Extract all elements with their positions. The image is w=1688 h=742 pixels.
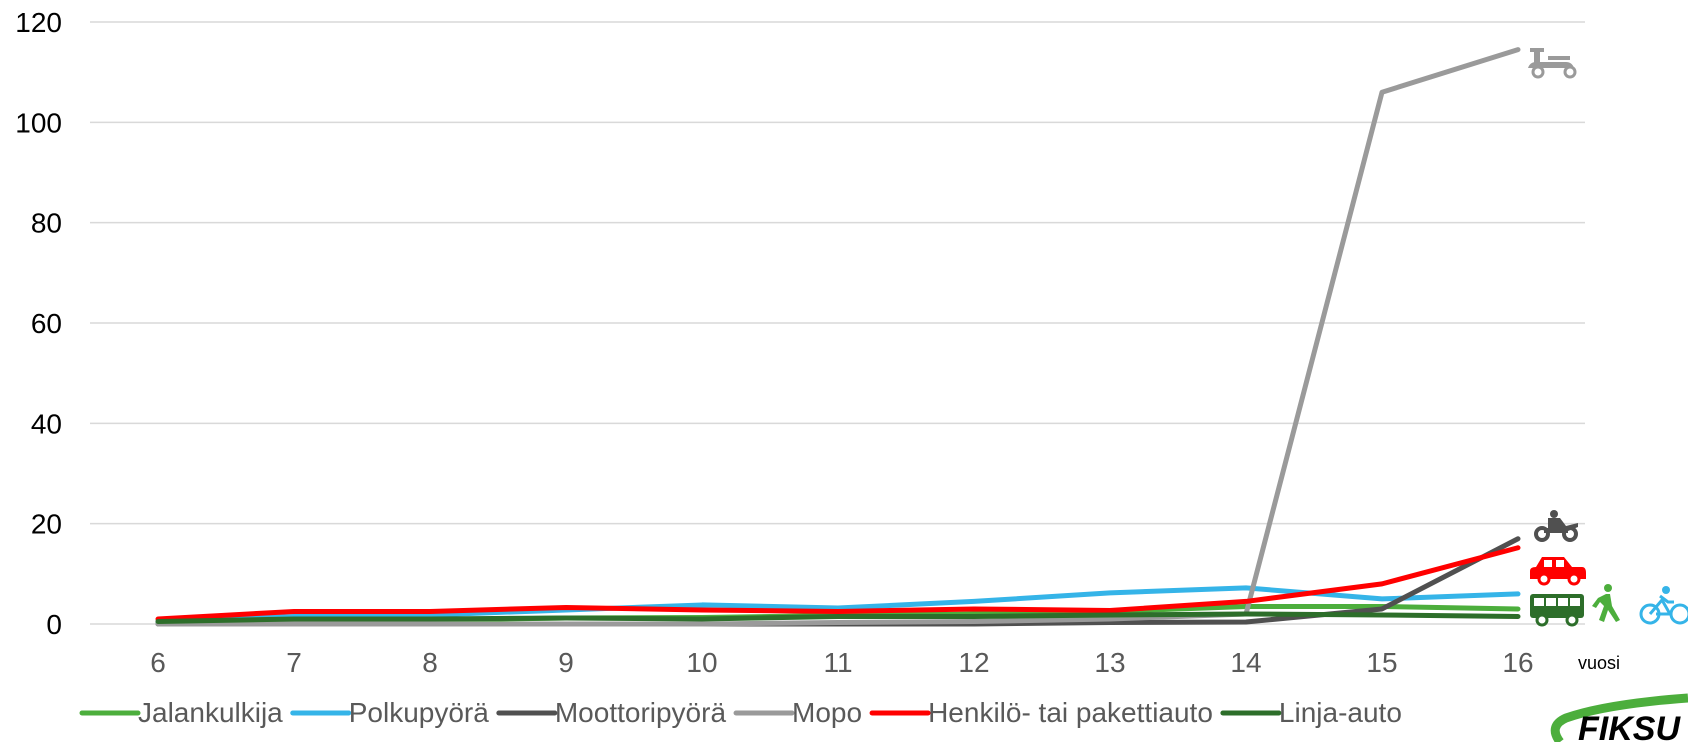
x-tick-label: 13	[1094, 647, 1125, 678]
bus-icon	[1530, 594, 1584, 627]
moped-icon	[1528, 48, 1577, 79]
series-lines	[155, 47, 1521, 627]
legend-label: Linja-auto	[1279, 697, 1402, 728]
y-tick-label: 40	[31, 408, 62, 439]
series-line-henkil-tai-pakettiauto	[155, 545, 1521, 622]
legend-label: Moottoripyörä	[555, 697, 727, 728]
legend-item: Mopo	[733, 697, 862, 728]
bicycle-icon	[1639, 586, 1688, 625]
x-tick-label: 7	[286, 647, 302, 678]
y-tick-label: 0	[46, 609, 62, 640]
motorcycle-icon	[1534, 510, 1578, 542]
legend-item: Henkilö- tai pakettiauto	[869, 697, 1213, 728]
legend-label: Henkilö- tai pakettiauto	[928, 697, 1213, 728]
legend-item: Jalankulkija	[79, 697, 283, 728]
series-line-mopo	[155, 47, 1521, 627]
x-axis-ticks: 6 7 8 9 10 11 12 13 14 15 16	[150, 647, 1533, 678]
legend-item: Linja-auto	[1220, 697, 1402, 728]
x-tick-label: 6	[150, 647, 166, 678]
legend-item: Polkupyörä	[290, 697, 490, 728]
legend-label: Polkupyörä	[349, 697, 490, 728]
x-tick-label: 10	[686, 647, 717, 678]
x-tick-label: 12	[958, 647, 989, 678]
car-icon	[1530, 557, 1586, 586]
x-tick-label: 11	[823, 647, 852, 678]
legend-item: Moottoripyörä	[496, 697, 727, 728]
legend-label: Mopo	[792, 697, 862, 728]
legend-label: Jalankulkija	[138, 697, 283, 728]
y-tick-label: 120	[15, 7, 62, 38]
y-tick-label: 80	[31, 208, 62, 239]
x-tick-label: 15	[1366, 647, 1397, 678]
x-tick-label: 14	[1230, 647, 1261, 678]
series-line-polkupy-r-	[155, 585, 1521, 624]
svg-text:FIKSU: FIKSU	[1578, 710, 1681, 742]
grid-lines	[90, 21, 1585, 625]
x-axis-label: vuosi	[1578, 653, 1620, 673]
pedestrian-icon	[1592, 584, 1620, 622]
y-tick-label: 60	[31, 308, 62, 339]
x-tick-label: 16	[1502, 647, 1533, 678]
y-axis-ticks: 0 20 40 60 80 100 120	[15, 7, 62, 640]
x-tick-label: 8	[422, 647, 438, 678]
series-line-linja-auto	[155, 611, 1521, 624]
legend: Jalankulkija Polkupyörä Moottoripyörä Mopo H…	[79, 697, 1402, 728]
x-tick-label: 9	[558, 647, 574, 678]
fiksu-logo: FIKSU	[1550, 693, 1688, 742]
y-tick-label: 20	[31, 509, 62, 540]
y-tick-label: 100	[15, 107, 62, 138]
